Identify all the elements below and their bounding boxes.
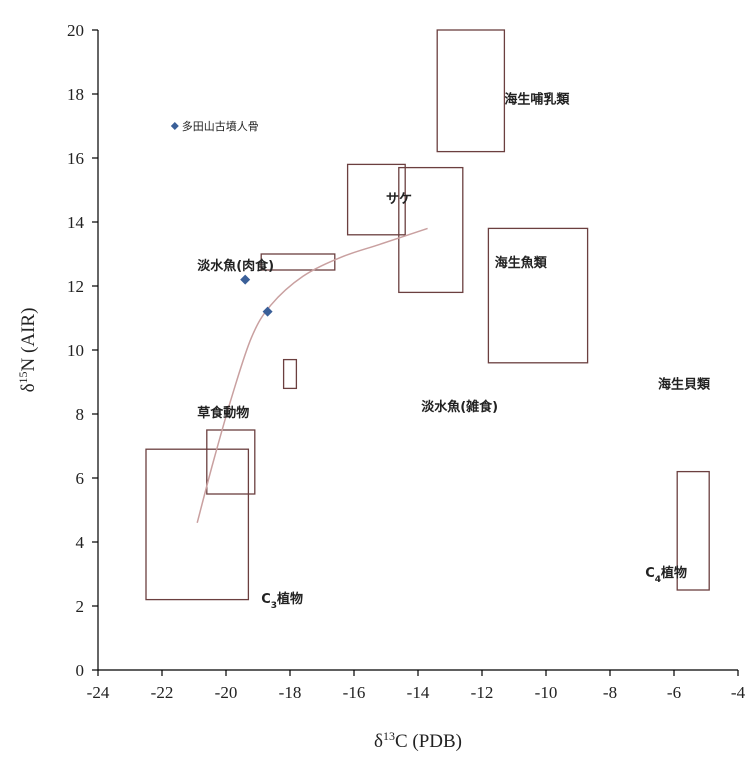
y-tick-label: 18	[67, 85, 84, 104]
annotation-label: 海生魚類	[495, 255, 548, 271]
range-box-marine-mammals	[436, 29, 506, 153]
x-tick-label: -18	[279, 683, 302, 702]
x-tick-label: -6	[667, 683, 681, 702]
range-box-freshwater-omnivorous	[282, 358, 298, 390]
y-tick-label: 8	[76, 405, 85, 424]
x-axis-title: δ13C (PDB)	[374, 729, 462, 752]
y-tick-label: 20	[67, 21, 84, 40]
legend: 多田山古墳人骨	[170, 119, 259, 133]
y-tick-label: 10	[67, 341, 84, 360]
range-box-marine-shellfish	[487, 227, 589, 364]
annotation-label: 淡水魚(肉食)	[197, 258, 274, 274]
y-tick-label: 14	[67, 213, 85, 232]
annotation-label: 海生貝類	[658, 376, 711, 392]
annotation-label: C3植物	[261, 591, 303, 611]
x-tick-label: -14	[407, 683, 430, 702]
annotation-label: 海生哺乳類	[504, 92, 570, 108]
annotation-label: C4植物	[645, 565, 687, 585]
y-tick-label: 0	[76, 661, 85, 680]
range-box-salmon	[346, 163, 406, 236]
y-tick-label: 2	[76, 597, 85, 616]
annotation-label: サケ	[386, 192, 412, 207]
y-tick-label: 4	[76, 533, 85, 552]
range-boxes	[145, 29, 710, 601]
x-tick-label: -12	[471, 683, 494, 702]
annotation-label: 淡水魚(雑食)	[421, 399, 498, 415]
axes	[92, 29, 739, 676]
trend-line	[196, 227, 428, 523]
range-box-marine-fish	[398, 166, 464, 294]
x-tick-label: -8	[603, 683, 617, 702]
data-point	[240, 274, 251, 285]
x-tick-label: -24	[87, 683, 110, 702]
range-box-freshwater-carnivorous	[260, 253, 336, 271]
data-points	[240, 274, 273, 317]
y-tick-label: 16	[67, 149, 84, 168]
range-box-C3-plants	[145, 448, 250, 601]
range-box-herbivores	[206, 429, 256, 495]
y-tick-labels: 0 2 4 6 8 10 12 14 16 18 20	[67, 21, 85, 680]
x-tick-labels: -24 -22 -20 -18 -16 -14 -12 -10 -8 -6 -4	[87, 683, 746, 702]
axis-titles: δ13C (PDB) δ15N (AIR)	[16, 308, 462, 752]
x-tick-label: -22	[151, 683, 174, 702]
x-tick-label: -20	[215, 683, 238, 702]
y-tick-label: 6	[76, 469, 85, 488]
range-box-C4-plants	[676, 470, 710, 591]
x-tick-label: -10	[535, 683, 558, 702]
x-tick-label: -16	[343, 683, 366, 702]
annotation-label: 草食動物	[197, 405, 249, 421]
legend-marker	[170, 122, 179, 130]
x-tick-label: -4	[731, 683, 746, 702]
data-point	[262, 306, 273, 317]
y-tick-label: 12	[67, 277, 84, 296]
y-axis-title: δ15N (AIR)	[16, 308, 39, 393]
legend-label: 多田山古墳人骨	[182, 119, 259, 133]
